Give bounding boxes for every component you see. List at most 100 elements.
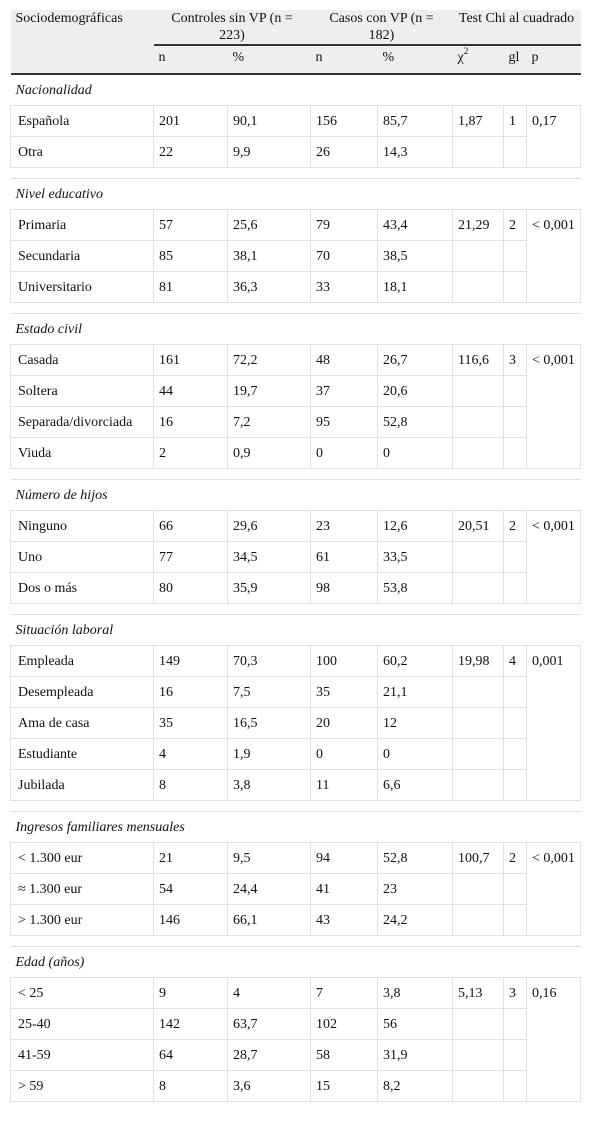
gl-value: 2 — [503, 209, 528, 241]
section-row: Estado civil — [10, 313, 581, 345]
cell: 72,2 — [227, 344, 311, 376]
spacer-row — [10, 603, 581, 615]
cell: 57 — [153, 209, 228, 241]
cell: 14,3 — [376, 136, 454, 168]
cell: 43,4 — [376, 209, 454, 241]
empty-cell — [503, 240, 528, 272]
cell: 36,3 — [227, 271, 311, 303]
empty-cell — [452, 271, 505, 303]
section-title: Nacionalidad — [10, 73, 581, 106]
cell: 48 — [310, 344, 378, 376]
data-row: Ninguno 66 29,6 23 12,6 20,51 2 < 0,001 — [10, 510, 582, 604]
empty-cell — [503, 1039, 528, 1071]
cell: 20 — [310, 707, 378, 739]
row-label: Dos o más — [10, 572, 154, 604]
section-title: Estado civil — [10, 313, 581, 345]
row-label: Primaria — [10, 209, 154, 241]
cell: 23 — [310, 510, 378, 542]
subheader-row: n% n% χ2 gl p — [10, 45, 581, 75]
row-label: Universitario — [10, 271, 154, 303]
p-value: 0,001 — [526, 645, 582, 801]
section-row: Ingresos familiares mensuales — [10, 811, 581, 843]
cell: 81 — [153, 271, 228, 303]
spacer — [10, 302, 581, 314]
group-header: Casos con VP (n = 182) — [310, 10, 453, 46]
cell: 7,5 — [227, 676, 311, 708]
chi-value: 19,98 — [452, 645, 505, 677]
subheader: χ2 — [452, 45, 504, 75]
superscript: 2 — [463, 46, 469, 56]
cell: 20,6 — [376, 375, 454, 407]
cell: 54 — [153, 873, 228, 905]
empty-cell — [503, 873, 528, 905]
row-label: Ninguno — [10, 510, 154, 542]
section-title: Número de hijos — [10, 479, 581, 511]
subheader: n — [310, 45, 378, 75]
cell: 85 — [153, 240, 228, 272]
gl-value: 3 — [503, 344, 528, 376]
cell: 23 — [376, 873, 454, 905]
empty-cell — [452, 738, 505, 770]
cell: 38,5 — [376, 240, 454, 272]
cell: 0 — [310, 437, 378, 469]
row-label: Secundaria — [10, 240, 154, 272]
spacer-row — [10, 167, 581, 179]
cell: 2 — [153, 437, 228, 469]
cell: 95 — [310, 406, 378, 438]
section-title: Edad (años) — [10, 946, 581, 978]
cell: 52,8 — [376, 842, 454, 874]
subheader-text: p — [531, 50, 539, 65]
cell: 70,3 — [227, 645, 311, 677]
section-row: Situación laboral — [10, 614, 581, 646]
cell: 64 — [153, 1039, 228, 1071]
empty-cell — [503, 1070, 528, 1102]
cell: 16,5 — [227, 707, 311, 739]
cell: 9,9 — [227, 136, 311, 168]
empty-cell — [503, 676, 528, 708]
section-row: Nivel educativo — [10, 178, 581, 210]
cell: 29,6 — [227, 510, 311, 542]
cell: 3,8 — [376, 977, 454, 1009]
cell: 56 — [376, 1008, 454, 1040]
row-label: ≈ 1.300 eur — [10, 873, 154, 905]
cell: 142 — [153, 1008, 228, 1040]
cell: 70 — [310, 240, 378, 272]
empty-cell — [452, 541, 505, 573]
section-row: Número de hijos — [10, 479, 581, 511]
cell: 9 — [153, 977, 228, 1009]
cell: 26,7 — [376, 344, 454, 376]
data-row: Primaria 57 25,6 79 43,4 21,29 2 < 0,001 — [10, 209, 582, 303]
cell: 100 — [310, 645, 378, 677]
section-title: Nivel educativo — [10, 178, 581, 210]
cell: 16 — [153, 676, 228, 708]
chi-value: 1,87 — [452, 105, 505, 137]
empty-cell — [452, 1070, 505, 1102]
cell: 156 — [310, 105, 378, 137]
data-row: Estudiante 4 1,9 0 0 — [10, 738, 581, 770]
cell: 31,9 — [376, 1039, 454, 1071]
row-label: Ama de casa — [10, 707, 154, 739]
section-title: Situación laboral — [10, 614, 581, 646]
chi-value: 21,29 — [452, 209, 505, 241]
cell: 85,7 — [376, 105, 454, 137]
data-row: Española 201 90,1 156 85,7 1,87 1 0,17 — [10, 105, 582, 168]
data-row: > 59 8 3,6 15 8,2 — [10, 1070, 581, 1102]
subheader-text: % — [382, 50, 395, 65]
cell: 8,2 — [376, 1070, 454, 1102]
cell: 37 — [310, 375, 378, 407]
p-value: < 0,001 — [526, 842, 582, 936]
cell: 12 — [376, 707, 454, 739]
data-row: 41-59 64 28,7 58 31,9 — [10, 1039, 581, 1071]
empty-cell — [452, 769, 505, 801]
empty-cell — [503, 1008, 528, 1040]
cell: 149 — [153, 645, 228, 677]
cell: 9,5 — [227, 842, 311, 874]
chi-value: 5,13 — [452, 977, 505, 1009]
section-row: Nacionalidad — [10, 73, 581, 106]
cell: 60,2 — [376, 645, 454, 677]
cell: 12,6 — [376, 510, 454, 542]
group-header: Controles sin VP (n = 223) — [153, 10, 311, 46]
cell: 21 — [153, 842, 228, 874]
row-label: Casada — [10, 344, 154, 376]
cell: 161 — [153, 344, 228, 376]
